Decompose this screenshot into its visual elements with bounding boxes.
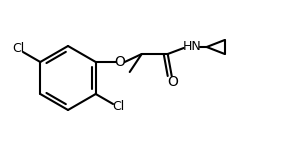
Text: Cl: Cl (12, 42, 24, 55)
Text: Cl: Cl (112, 100, 124, 113)
Text: O: O (114, 55, 125, 69)
Text: HN: HN (182, 40, 201, 53)
Text: O: O (167, 75, 178, 89)
